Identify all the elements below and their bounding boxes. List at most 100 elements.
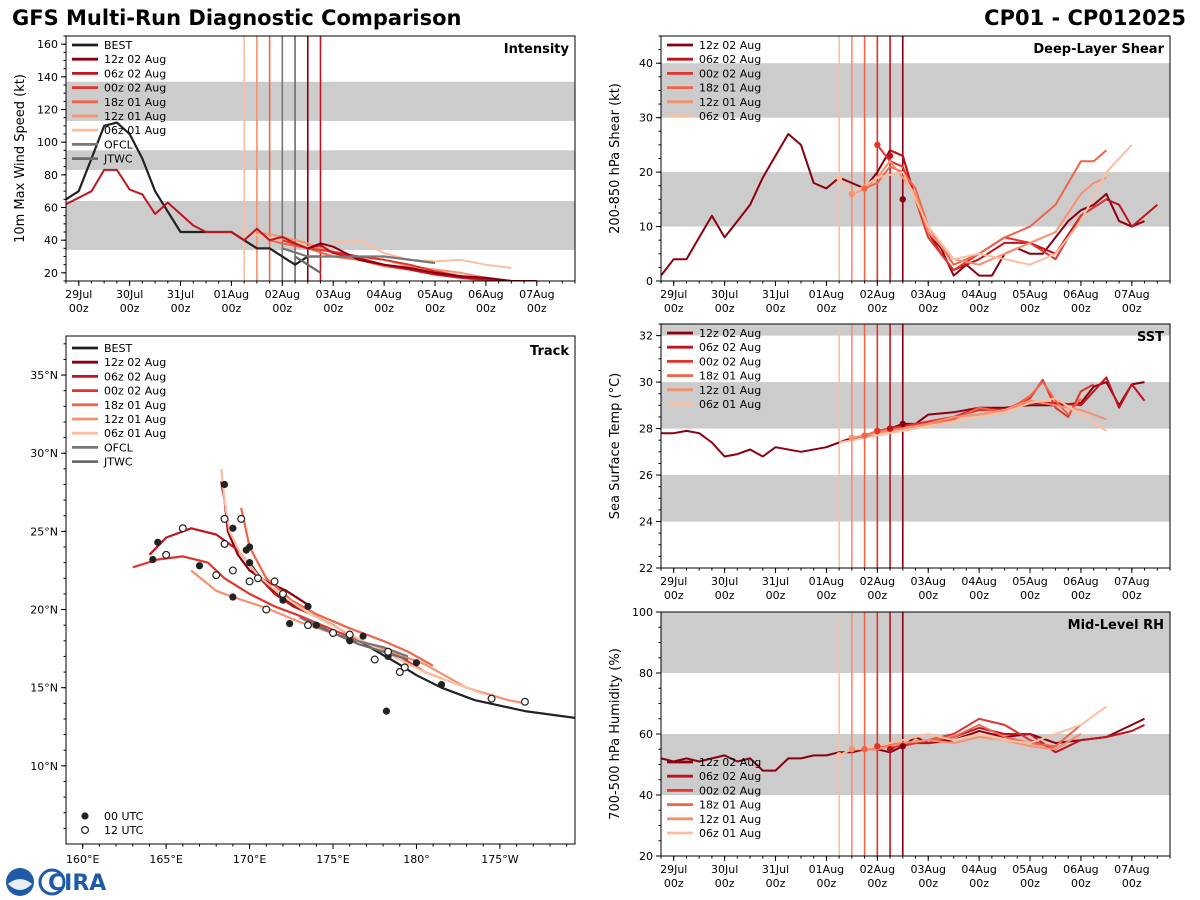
intensity-legend-label: OFCL — [104, 138, 134, 151]
sst-init-dot — [848, 434, 856, 442]
track-point-00utc — [195, 562, 204, 570]
intensity-xtick-label: 00z — [222, 302, 242, 315]
track-point-12utc — [278, 589, 287, 598]
track-point-12utc — [228, 566, 237, 575]
track-ytick-label: 10°N — [30, 760, 58, 773]
intensity-xtick-label: 07Aug — [519, 288, 554, 301]
sst-init-dot — [899, 420, 906, 428]
shear-init-dot — [835, 174, 843, 181]
rh-legend-label: 12z 01 Aug — [699, 813, 761, 826]
track-point-12utc — [262, 605, 271, 614]
shear-ytick-label: 10 — [639, 221, 653, 234]
shear-init-dot — [886, 152, 894, 159]
track-point-00utc — [412, 659, 421, 667]
sst-xtick-label: 00z — [867, 589, 887, 602]
cira-wordmark: CIRA — [48, 871, 106, 896]
rh-xtick-label: 00z — [867, 877, 887, 890]
track-ytick-label: 20°N — [30, 604, 58, 617]
shear-init-dot — [899, 196, 906, 203]
track-point-12utc — [370, 655, 379, 664]
intensity-xtick-label: 02Aug — [265, 288, 300, 301]
sst-ytick-label: 24 — [639, 516, 653, 529]
intensity-xtick-label: 05Aug — [417, 288, 452, 301]
rh-xtick-label: 31Jul — [762, 863, 789, 876]
intensity-series-line — [66, 121, 321, 266]
intensity-legend-label: 12z 01 Aug — [104, 110, 166, 123]
shear-series-line — [864, 149, 1108, 266]
rh-ytick-label: 20 — [639, 850, 653, 863]
track-point-00utc — [304, 602, 312, 611]
intensity-legend-label: BEST — [104, 39, 132, 52]
sst-xtick-label: 00z — [918, 589, 938, 602]
track-point-12utc — [237, 514, 246, 523]
intensity-xtick-label: 00z — [272, 302, 292, 315]
intensity-legend-label: 06z 02 Aug — [104, 67, 166, 80]
rh-series-line — [864, 723, 1082, 751]
sst-series-line — [838, 397, 1107, 444]
sst-xtick-label: 00z — [1020, 589, 1040, 602]
shear-xtick-label: 00z — [918, 302, 938, 315]
track-xtick-label: 160°E — [66, 853, 99, 866]
sst-band — [661, 475, 1170, 522]
intensity-xtick-label: 30Jul — [116, 288, 143, 301]
track-point-12utc — [220, 539, 229, 548]
sst-series-line — [851, 399, 1107, 439]
track-legend-label: 00z 02 Aug — [104, 385, 166, 398]
shear-ytick-label: 0 — [646, 275, 653, 288]
sst-xtick-label: 00z — [969, 589, 989, 602]
sst-xtick-label: 05Aug — [1012, 575, 1047, 588]
shear-legend-label: 06z 01 Aug — [699, 110, 761, 123]
shear-xtick-label: 00z — [817, 302, 837, 315]
rh-init-dot — [899, 743, 906, 750]
shear-legend-label: 12z 01 Aug — [699, 96, 761, 109]
sst-xtick-label: 00z — [1071, 589, 1091, 602]
intensity-xtick-label: 04Aug — [366, 288, 401, 301]
track-point-12utc — [395, 668, 404, 677]
shear-xtick-label: 00z — [715, 302, 735, 315]
rh-init-dot — [861, 746, 868, 753]
sst-xtick-label: 01Aug — [809, 575, 844, 588]
sst-legend-label: 12z 01 Aug — [699, 384, 761, 397]
intensity-xtick-label: 00z — [527, 302, 547, 315]
intensity-xtick-label: 29Jul — [65, 288, 92, 301]
sst-legend-label: 12z 02 Aug — [699, 327, 761, 340]
track-legend-label: 18z 01 Aug — [104, 399, 166, 412]
sst-legend-label: 06z 01 Aug — [699, 398, 761, 411]
track-point-00utc — [149, 555, 157, 564]
track-point-00utc — [154, 538, 162, 546]
intensity-xtick-label: 00z — [323, 302, 343, 315]
intensity-xtick-label: 00z — [425, 302, 445, 315]
sst-ytick-label: 28 — [639, 423, 653, 436]
intensity-series-line — [66, 168, 512, 281]
intensity-legend-label: 12z 02 Aug — [104, 53, 166, 66]
rh-title: Mid-Level RH — [1068, 618, 1164, 633]
shear-xtick-label: 00z — [1122, 302, 1142, 315]
shear-legend-label: 00z 02 Aug — [699, 67, 761, 80]
intensity-ytick-label: 20 — [44, 267, 58, 280]
intensity-ytick-label: 60 — [44, 202, 58, 215]
sst-xtick-label: 07Aug — [1114, 575, 1149, 588]
intensity-legend-label: JTWC — [103, 153, 133, 166]
intensity-xtick-label: 03Aug — [315, 288, 350, 301]
noaa-wave-icon — [8, 879, 32, 890]
rh-ytick-label: 60 — [639, 728, 653, 741]
rh-xtick-label: 29Jul — [660, 863, 687, 876]
rh-init-dot — [874, 743, 881, 750]
intensity-series-line — [307, 242, 537, 281]
shear-series-line — [838, 144, 1133, 266]
rh-legend-label: 00z 02 Aug — [699, 784, 761, 797]
sst-title: SST — [1137, 330, 1164, 345]
rh-ytick-label: 80 — [639, 667, 653, 680]
shear-xtick-label: 00z — [766, 302, 786, 315]
track-point-12utc — [329, 628, 338, 637]
track-legend-label: 06z 02 Aug — [104, 370, 166, 383]
sst-xtick-label: 29Jul — [660, 575, 687, 588]
rh-xtick-label: 04Aug — [961, 863, 996, 876]
shear-ylabel: 200-850 hPa Shear (kt) — [608, 83, 623, 234]
shear-xtick-label: 00z — [1020, 302, 1040, 315]
sst-band — [661, 324, 1170, 336]
rh-xtick-label: 00z — [664, 877, 684, 890]
intensity-title: Intensity — [504, 42, 570, 57]
track-point-00utc — [346, 637, 354, 645]
